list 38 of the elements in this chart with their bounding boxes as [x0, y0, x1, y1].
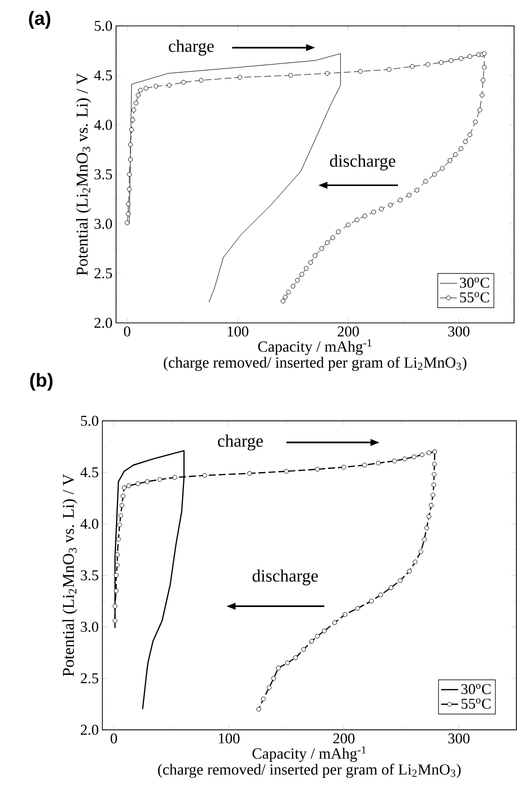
- y-tick-label: 2.0: [94, 318, 112, 328]
- legend-label: 55$^{o}$C: [462, 698, 491, 709]
- chart-title: (a): [29, 11, 50, 29]
- y-tick-label: 5.0: [81, 416, 98, 426]
- y-tick-label: 4.5: [94, 70, 112, 80]
- annotation: charge: [168, 40, 214, 56]
- x-axis-title: Capacity / mAhg$^{-1}$: [252, 746, 366, 762]
- x-tick-label: 100: [228, 326, 248, 336]
- y-tick-label: 3.5: [94, 169, 112, 180]
- y-tick-label: 3.0: [80, 622, 98, 632]
- x-tick-label: 0: [110, 733, 118, 744]
- legend-label: 30$^{o}$C: [460, 277, 490, 288]
- text: (charge removed/ inserted per gram of Li$_{2}$MnO$_{3}$): [158, 764, 461, 778]
- y-tick-label: 2.5: [80, 673, 98, 684]
- annotation: charge: [218, 434, 263, 450]
- x-tick-label: 300: [448, 733, 470, 744]
- x-tick-label: 0: [124, 326, 130, 336]
- legend-label: 55$^{o}$C: [460, 292, 490, 302]
- y-tick-label: 3.5: [80, 570, 98, 580]
- x-axis-title: Capacity / mAhg$^{-1}$: [258, 339, 372, 355]
- y-axis-title: Potential (Li$_{2}$MnO$_{3}$ vs. Li) / V: [76, 73, 92, 276]
- y-tick-label: 2.5: [94, 268, 112, 278]
- text: (charge removed/ inserted per gram of Li$_{2}$MnO$_{3}$): [164, 356, 466, 371]
- y-tick-label: 2.0: [80, 724, 98, 735]
- annotation: discharge: [252, 569, 318, 586]
- x-tick-label: 300: [448, 326, 470, 336]
- y-tick-label: 4.0: [94, 120, 112, 130]
- legend-label: 30$^{o}$C: [461, 684, 491, 694]
- y-axis-title: Potential (Li$_{2}$MnO$_{3}$ vs. Li) / V: [62, 474, 78, 676]
- y-tick-label: 5.0: [94, 20, 112, 31]
- y-tick-label: 4.0: [80, 518, 98, 529]
- annotation: discharge: [330, 154, 396, 170]
- x-tick-label: 200: [338, 326, 359, 336]
- x-tick-label: 100: [218, 733, 240, 744]
- chart-title: (b): [30, 372, 53, 391]
- y-tick-label: 4.5: [80, 467, 98, 478]
- y-tick-label: 3.0: [94, 218, 112, 229]
- x-tick-label: 200: [333, 733, 354, 744]
